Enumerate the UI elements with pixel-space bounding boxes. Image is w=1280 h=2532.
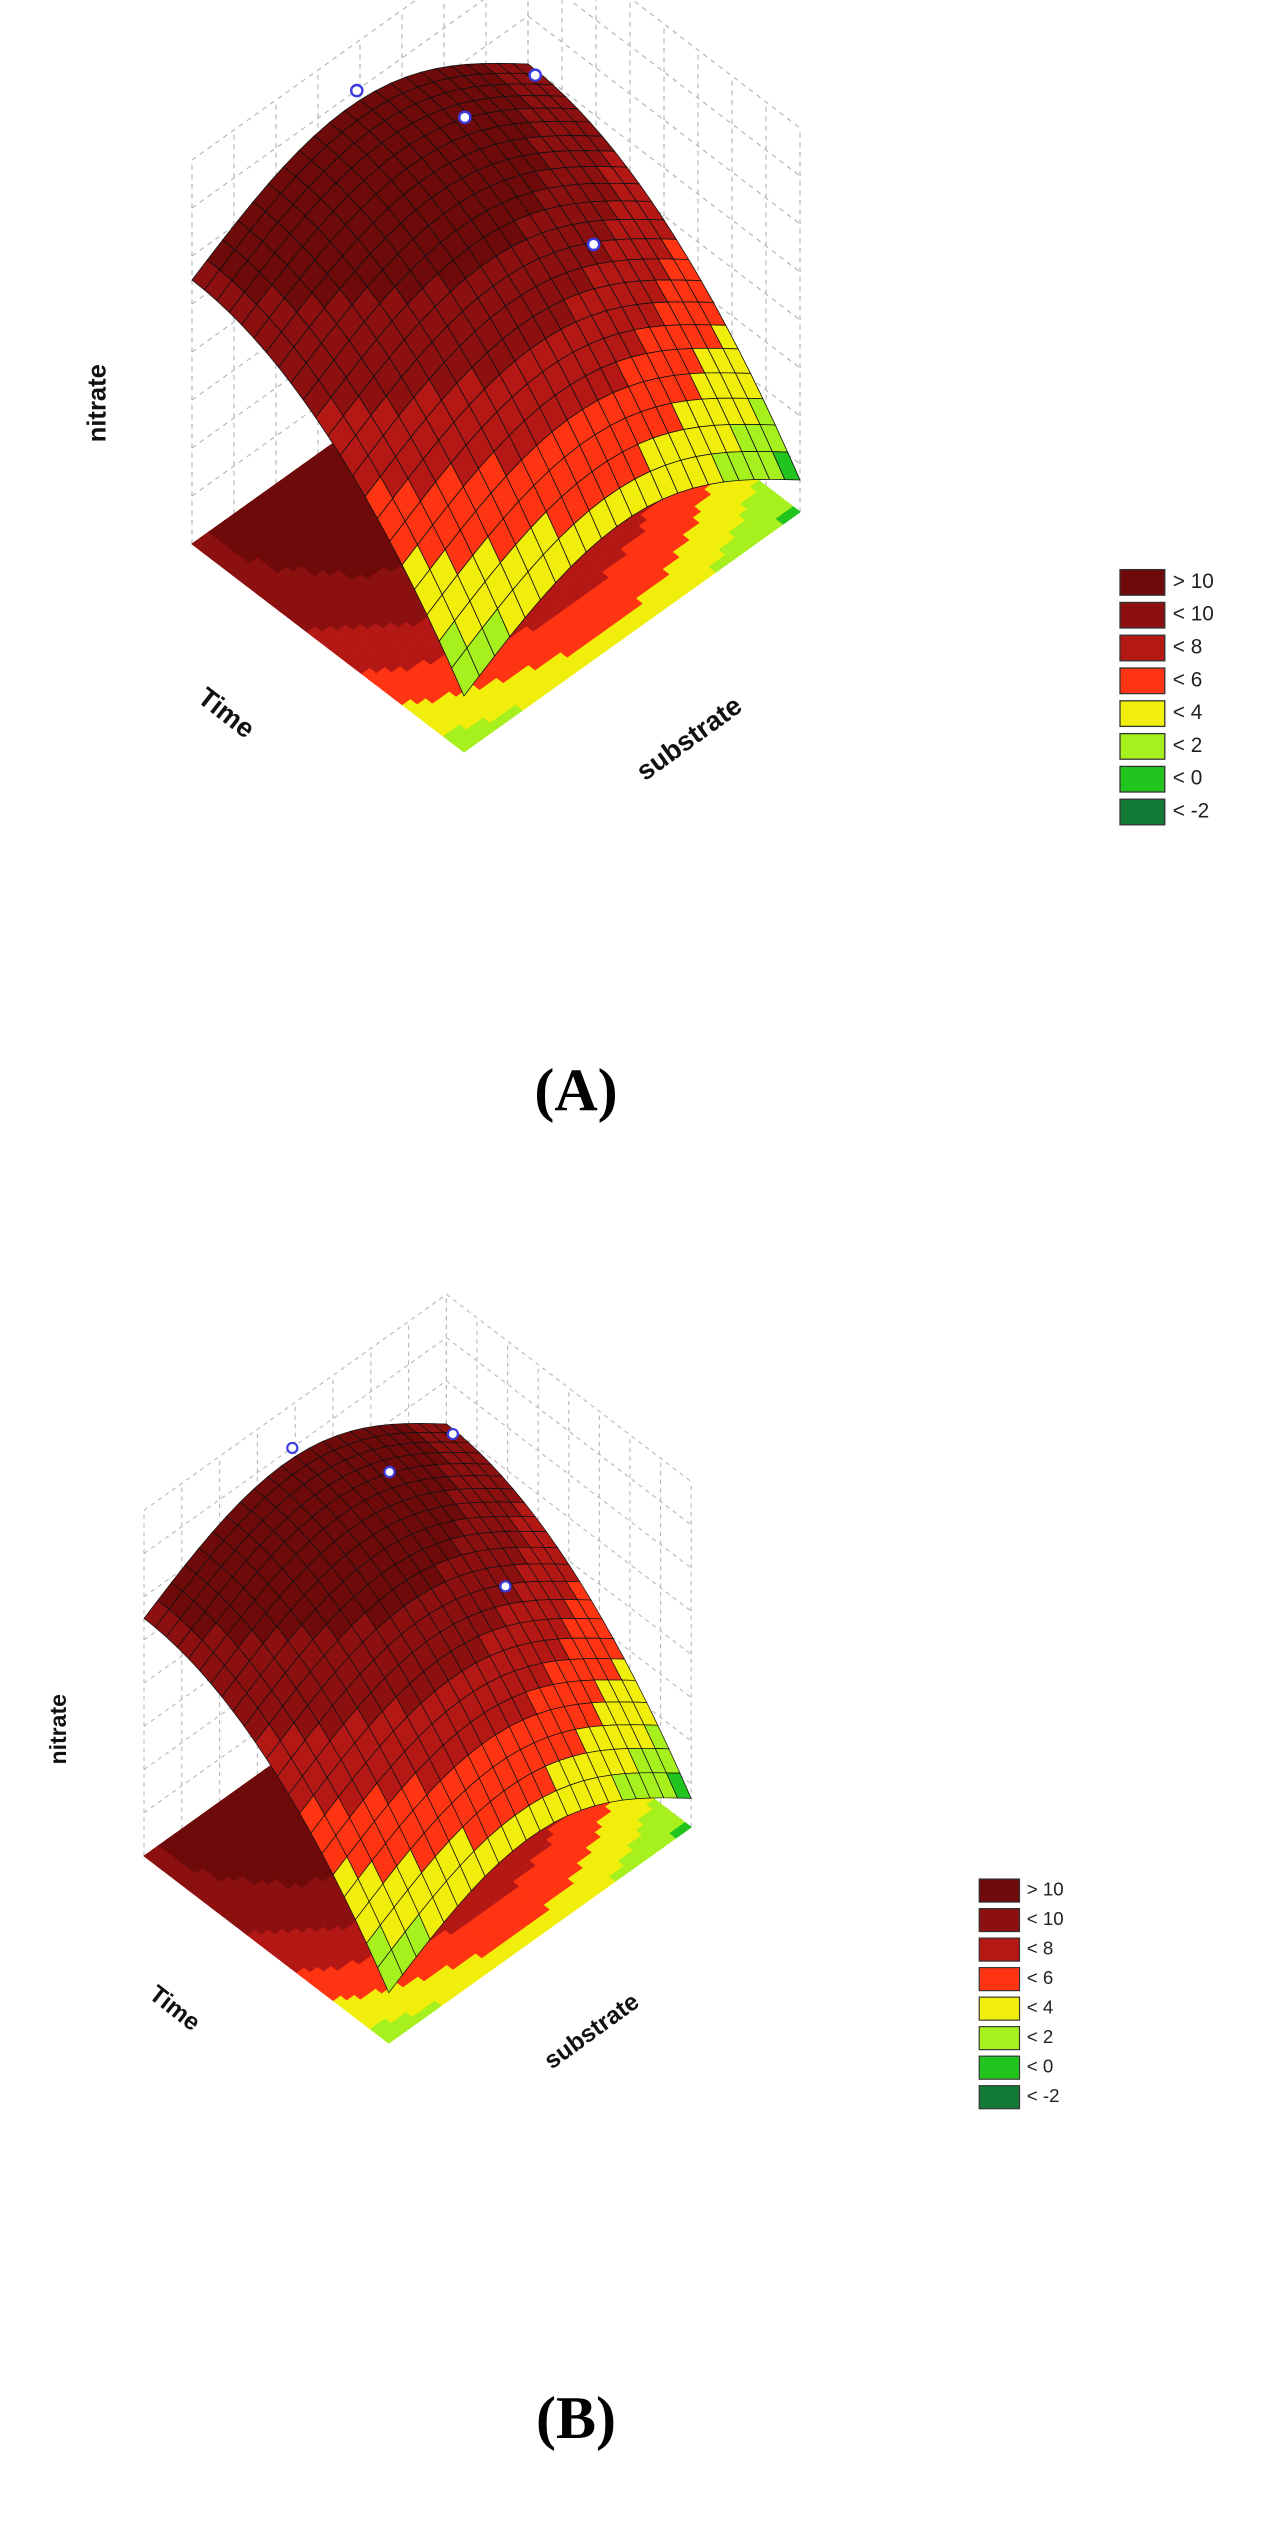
legend-swatch (1119, 601, 1166, 629)
legend-label: > 10 (1173, 570, 1214, 593)
observation-marker (528, 68, 543, 83)
legend-label: < 4 (1027, 1997, 1054, 2018)
legend-swatch (978, 1967, 1021, 1992)
legend-label: < 6 (1173, 668, 1203, 691)
z-axis-label: nitrate (84, 364, 112, 442)
legend-label: < 4 (1173, 701, 1203, 724)
legend-label: < 2 (1027, 2026, 1054, 2047)
x-axis-label: Time (192, 681, 261, 744)
legend-label: > 10 (1027, 1878, 1064, 1899)
panel-caption: (A) (534, 1057, 617, 1123)
legend-swatch (1119, 568, 1166, 596)
legend-swatch (1119, 667, 1166, 695)
legend-swatch (978, 1937, 1021, 1962)
legend-label: < -2 (1173, 800, 1209, 823)
legend-label: < 10 (1173, 603, 1214, 626)
legend-label: < -2 (1027, 2085, 1060, 2106)
legend-swatch (978, 1878, 1021, 1903)
surface-plot: nitrate Time substrate > 10 < 10 < 8 < 6 < 4 < 2… (45, 1293, 1064, 2110)
wall-grid (191, 0, 801, 161)
surface-plot: nitrate Time substrate > 10 < 10 < 8 < 6 < 4 < 2… (84, 0, 1214, 826)
y-axis-label: substrate (630, 689, 747, 786)
legend-swatch (1119, 765, 1166, 793)
observation-marker (499, 1580, 512, 1593)
legend-swatch (1119, 798, 1166, 826)
legend-label: < 0 (1173, 767, 1203, 790)
legend-label: < 8 (1027, 1938, 1054, 1959)
observation-marker (446, 1427, 460, 1441)
legend-label: < 6 (1027, 1967, 1054, 1988)
panel-caption: (B) (536, 2385, 616, 2451)
legend-swatch (978, 1907, 1021, 1933)
observation-marker (458, 110, 472, 125)
z-axis-label: nitrate (45, 1694, 71, 1765)
x-axis-label: Time (144, 1980, 205, 2036)
wall-grid (191, 0, 801, 209)
legend-swatch (978, 2055, 1021, 2080)
legend-swatch (1119, 634, 1166, 662)
y-axis-label: substrate (539, 1988, 644, 2075)
observation-marker (350, 83, 364, 98)
panel: nitrate Time substrate > 10 < 10 < 8 < 6 < 4 < 2… (45, 1293, 1064, 2110)
legend-swatch (978, 2085, 1021, 2110)
legend-label: < 8 (1173, 636, 1203, 659)
legend-swatch (1119, 700, 1166, 728)
observation-marker (383, 1465, 396, 1479)
legend-swatch (978, 1996, 1021, 2021)
panel: nitrate Time substrate > 10 < 10 < 8 < 6 < 4 < 2… (84, 0, 1214, 826)
legend-swatch (978, 2026, 1021, 2051)
legend-label: < 2 (1173, 734, 1203, 757)
floor-contour (783, 506, 801, 519)
legend-label: < 10 (1027, 1908, 1064, 1929)
observation-marker (586, 237, 601, 252)
observation-marker (286, 1441, 299, 1455)
legend-label: < 0 (1027, 2056, 1054, 2077)
legend-swatch (1119, 732, 1166, 760)
